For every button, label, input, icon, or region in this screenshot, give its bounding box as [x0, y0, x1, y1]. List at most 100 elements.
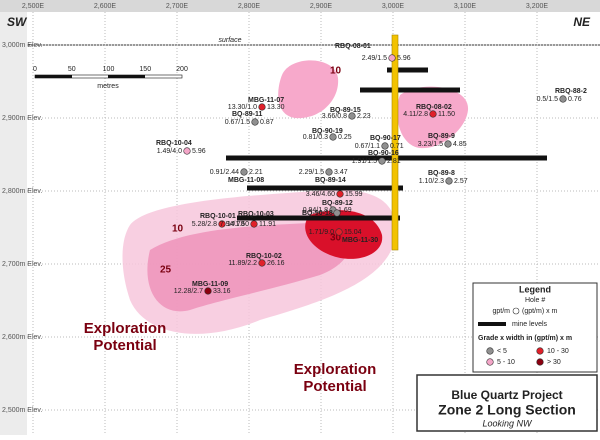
legend-hole: Hole # — [525, 297, 545, 304]
elevation-label: 2,500m Elev. — [2, 407, 42, 414]
hole-name: RBQ-10-04 — [156, 140, 192, 147]
legend-swatch — [536, 347, 544, 355]
hole-intercept — [218, 220, 226, 228]
contour-10-upper — [278, 60, 339, 119]
hole-intercept — [251, 118, 259, 126]
legend-hole-symbol — [512, 307, 520, 315]
hole-gxw: 0.25 — [338, 134, 352, 141]
sw-label: SW — [7, 15, 28, 29]
ne-label: NE — [573, 15, 591, 29]
legend-title: Legend — [519, 284, 551, 294]
hole-grade: 0.67/1.5 — [225, 119, 250, 126]
hole-grade: 12.28/2.7 — [174, 288, 203, 295]
scale-unit: metres — [97, 83, 119, 90]
scale-tick: 200 — [176, 66, 188, 73]
hole-intercept — [336, 190, 344, 198]
legend-class: < 5 — [497, 348, 507, 355]
hole-gxw: 15.99 — [345, 191, 363, 198]
hole-grade: 0.81/0.3 — [303, 134, 328, 141]
hole-name: BQ-89-8 — [428, 170, 455, 177]
hole-gxw: 14.78 — [227, 221, 245, 228]
hole-intercept — [240, 168, 248, 176]
easting-label: 2,800E — [238, 3, 261, 10]
hole-gxw: 0.87 — [260, 119, 274, 126]
hole-name: MBG-11-09 — [192, 281, 228, 288]
contour-label: 30 — [330, 233, 342, 244]
hole-gxw: 11.50 — [438, 111, 455, 118]
hole-grade: 1.49/4.0 — [157, 148, 182, 155]
easting-label: 3,000E — [382, 3, 405, 10]
contour-30 — [305, 210, 383, 259]
easting-label: 2,500E — [22, 3, 45, 10]
hole-intercept — [444, 140, 452, 148]
hole-intercept — [335, 228, 343, 236]
hole-name: BQ-90-16 — [368, 150, 399, 157]
scale-tick: 50 — [68, 66, 76, 73]
shaft — [391, 34, 399, 251]
hole-grade: 0.5/1.5 — [537, 96, 559, 103]
hole-grade: 3.46/4.60 — [306, 191, 335, 198]
legend-grade-title: Grade x width in (gpt/m) x m — [478, 335, 572, 342]
left-strip — [0, 12, 27, 435]
hole-name: RBQ-10-02 — [246, 253, 282, 260]
hole-intercept — [378, 157, 386, 165]
scale-bar-fill — [108, 75, 145, 78]
easting-label: 3,200E — [526, 3, 549, 10]
exploration-label: Potential — [93, 337, 156, 354]
hole-intercept — [429, 110, 437, 118]
hole-name: BQ-90-17 — [370, 135, 401, 142]
project-title: Blue Quartz Project — [451, 388, 562, 402]
legend-box — [472, 282, 598, 373]
hole-intercept — [258, 103, 266, 111]
hole-grade: 0.67/1.1 — [355, 143, 380, 150]
hole-name: RBQ-08-02 — [416, 104, 452, 111]
hole-intercept — [333, 209, 341, 217]
legend-level-swatch — [478, 322, 506, 326]
hole-gxw: 26.16 — [267, 260, 285, 267]
contour-25 — [147, 222, 352, 312]
hole-name: BQ-89-12 — [322, 200, 353, 207]
hole-intercept — [329, 133, 337, 141]
scale-bar-fill — [35, 75, 72, 78]
hole-intercept — [258, 259, 266, 267]
hole-gxw: 2.57 — [454, 178, 468, 185]
hole-gxw: 5.96 — [192, 148, 206, 155]
scale-tick: 150 — [139, 66, 151, 73]
hole-name: MBG-11-07 — [248, 97, 284, 104]
hole-grade: 1.91/1.5 — [352, 158, 377, 165]
hole-gxw: 2.23 — [357, 113, 371, 120]
elevation-label: 2,700m Elev. — [2, 261, 42, 268]
hole-gxw: 2.81 — [387, 158, 401, 165]
contour-label: 25 — [160, 265, 172, 276]
hole-gxw: 0.76 — [568, 96, 582, 103]
hole-name: RBQ-88-2 — [555, 88, 587, 95]
hole-name: MBG-11-08 — [228, 177, 264, 184]
hole-gxw: 5.96 — [397, 55, 411, 62]
hole-intercept — [348, 112, 356, 120]
contour-label: 10 — [172, 224, 184, 235]
hole-grade: 2.29/1.5 — [299, 169, 324, 176]
hole-grade: 1.10/2.3 — [419, 178, 444, 185]
hole-name: BQ-89-15 — [330, 107, 361, 114]
easting-label: 2,900E — [310, 3, 333, 10]
scale-tick: 100 — [103, 66, 115, 73]
legend-swatch — [486, 358, 494, 366]
hole-name: BQ-89-9 — [428, 133, 455, 140]
easting-label: 3,100E — [454, 3, 477, 10]
hole-gxw: 0.71 — [390, 143, 404, 150]
hole-gxw: 11.91 — [259, 221, 276, 228]
hole-name: RBQ-10-03 — [238, 211, 274, 218]
view-label: Looking NW — [482, 418, 533, 428]
hole-gxw: 13.30 — [267, 104, 285, 111]
hole-grade: 7.94/1.50 — [220, 221, 249, 228]
legend-class: > 30 — [547, 359, 561, 366]
legend-class: 10 - 30 — [547, 348, 569, 355]
hole-grade: 0.94/1.8 — [303, 207, 328, 214]
legend-gxw: (gpt/m) x m — [522, 308, 558, 315]
hole-gxw: 2.21 — [249, 169, 263, 176]
hole-grade: 13.30/1.0 — [228, 104, 257, 111]
hole-intercept — [250, 220, 258, 228]
hole-gxw: 1.69 — [338, 207, 352, 214]
hole-name: BQ-89-14 — [315, 177, 346, 184]
